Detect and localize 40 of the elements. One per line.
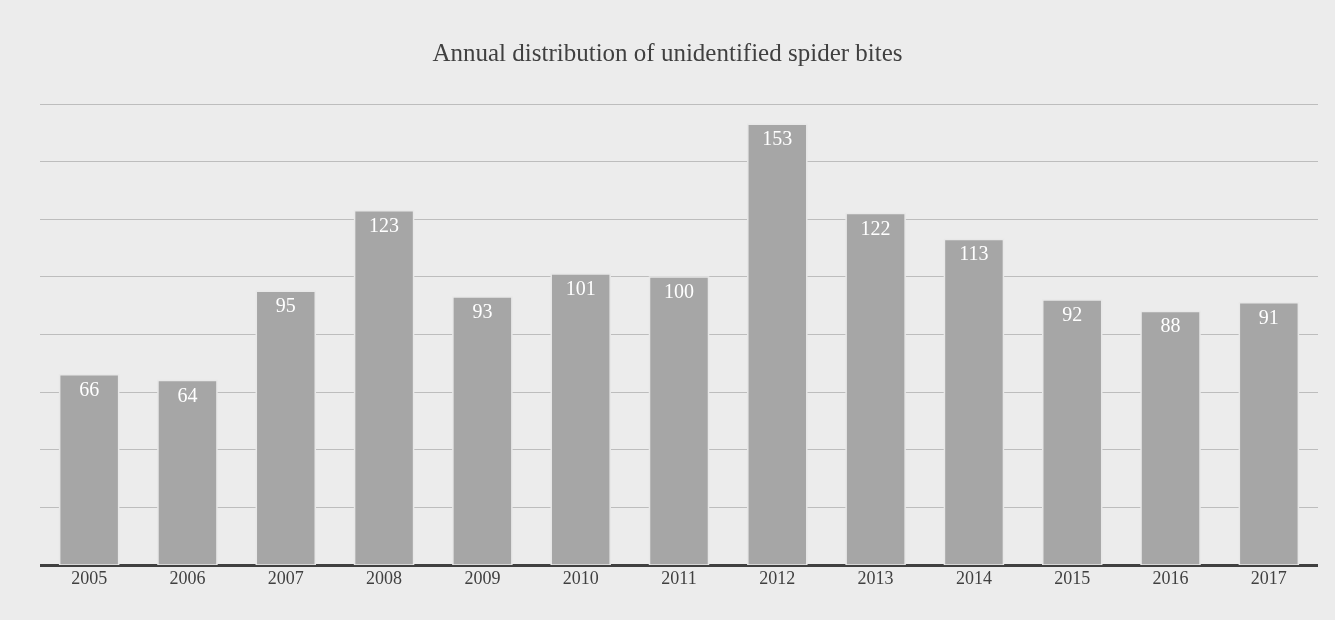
x-tick-label: 2009 bbox=[464, 568, 501, 588]
bar bbox=[255, 290, 317, 565]
bar bbox=[943, 238, 1005, 565]
x-tick-label: 2006 bbox=[169, 568, 206, 588]
x-tick-label: 2015 bbox=[1054, 568, 1091, 588]
bar bbox=[845, 212, 906, 565]
data-label: 153 bbox=[762, 127, 793, 150]
data-label: 64 bbox=[177, 383, 198, 406]
data-label: 93 bbox=[472, 300, 493, 323]
x-tick-label: 2012 bbox=[759, 568, 796, 588]
x-tick-label: 2005 bbox=[71, 568, 108, 588]
x-tick-label: 2014 bbox=[955, 568, 992, 588]
x-tick-label: 2007 bbox=[267, 568, 304, 588]
bar bbox=[1041, 299, 1103, 565]
data-label: 92 bbox=[1062, 302, 1083, 325]
bar bbox=[1140, 310, 1201, 565]
data-label: 101 bbox=[565, 277, 596, 300]
bar bbox=[550, 273, 611, 565]
bar bbox=[1238, 302, 1300, 565]
data-label: 66 bbox=[79, 377, 100, 400]
x-tick-label: 2016 bbox=[1152, 568, 1189, 588]
data-label: 88 bbox=[1160, 314, 1181, 337]
data-label: 123 bbox=[369, 213, 400, 236]
data-label: 113 bbox=[959, 242, 989, 265]
data-label: 91 bbox=[1258, 305, 1279, 328]
data-label: 100 bbox=[664, 279, 694, 302]
x-tick-label: 2010 bbox=[562, 568, 599, 588]
x-tick-label: 2011 bbox=[661, 568, 697, 588]
x-tick-label: 2008 bbox=[366, 568, 403, 588]
data-label: 95 bbox=[275, 294, 296, 317]
bar bbox=[648, 276, 710, 565]
bar bbox=[747, 123, 808, 565]
bar bbox=[452, 296, 513, 565]
x-tick-label: 2017 bbox=[1250, 568, 1287, 588]
x-tick-label: 2013 bbox=[857, 568, 894, 588]
data-label: 122 bbox=[860, 216, 891, 239]
bar bbox=[58, 374, 120, 565]
chart-title: Annual distribution of unidentified spider bites bbox=[432, 39, 903, 67]
bar bbox=[353, 209, 415, 565]
bar bbox=[157, 379, 218, 565]
